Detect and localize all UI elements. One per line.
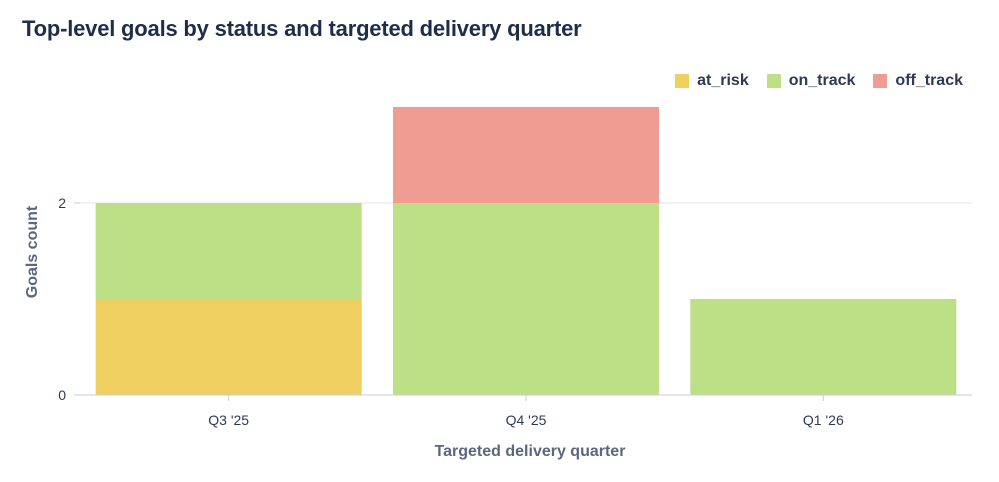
bar-on-track-1[interactable] xyxy=(393,203,659,395)
chart-legend: at_risk on_track off_track xyxy=(675,72,963,90)
x-tick-label: Q1 '26 xyxy=(803,412,844,428)
legend-label-off-track: off_track xyxy=(895,72,963,89)
legend-item-on-track[interactable]: on_track xyxy=(766,72,856,90)
x-tick-label: Q3 '25 xyxy=(208,412,249,428)
legend-item-at-risk[interactable]: at_risk xyxy=(675,72,749,90)
bar-on-track-0[interactable] xyxy=(95,203,362,299)
legend-swatch-at-risk xyxy=(675,74,690,88)
legend-item-off-track[interactable]: off_track xyxy=(873,72,963,90)
axis-layer: 0 2 Q3 '25 Q4 '25 Q1 '26 xyxy=(58,195,972,428)
y-axis-title: Goals count xyxy=(24,205,41,298)
x-tick-label: Q4 '25 xyxy=(506,412,547,428)
bar-layer xyxy=(95,107,957,395)
legend-label-at-risk: at_risk xyxy=(697,72,749,89)
x-axis-title: Targeted delivery quarter xyxy=(435,443,626,460)
y-tick-label: 0 xyxy=(58,387,66,403)
bar-on-track-2[interactable] xyxy=(690,299,957,395)
bar-off-track-1[interactable] xyxy=(393,107,659,203)
legend-swatch-on-track xyxy=(766,74,781,88)
legend-swatch-off-track xyxy=(873,74,888,88)
legend-label-on-track: on_track xyxy=(788,72,856,89)
bar-at-risk-0[interactable] xyxy=(95,299,362,395)
chart-title: Top-level goals by status and targeted d… xyxy=(22,16,582,41)
y-tick-label: 2 xyxy=(58,195,66,211)
